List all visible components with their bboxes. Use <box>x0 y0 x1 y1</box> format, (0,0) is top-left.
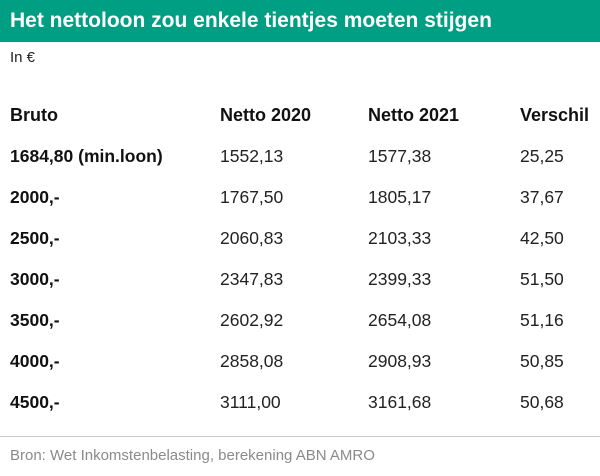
verschil-cell: 51,50 <box>520 269 564 289</box>
verschil-cell: 25,25 <box>520 146 564 166</box>
netto-2020-cell: 2347,83 <box>220 269 284 289</box>
netto-2021-cell: 1577,38 <box>368 146 432 166</box>
netto-2021-cell: 2103,33 <box>368 228 432 248</box>
bruto-cell: 1684,80 (min.loon) <box>10 146 163 166</box>
verschil-cell: 50,68 <box>520 392 564 412</box>
bruto-cell: 4000,- <box>10 351 60 371</box>
bruto-cell: 4500,- <box>10 392 60 412</box>
unit-label: In € <box>10 49 36 66</box>
bruto-cell: 2000,- <box>10 187 60 207</box>
verschil-cell: 50,85 <box>520 351 564 371</box>
netto-2021-cell: 1805,17 <box>368 187 432 207</box>
salary-table: Bruto Netto 2020 Netto 2021 Verschil 168… <box>0 95 600 423</box>
table-row: 2500,- 2060,83 2103,33 42,50 <box>0 218 600 259</box>
column-header-netto-2020: Netto 2020 <box>220 105 312 125</box>
netto-2020-cell: 3111,00 <box>220 392 281 412</box>
table-row: 4000,- 2858,08 2908,93 50,85 <box>0 341 600 382</box>
bruto-cell: 3000,- <box>10 269 60 289</box>
netto-2021-cell: 2654,08 <box>368 310 432 330</box>
netto-2020-cell: 2602,92 <box>220 310 284 330</box>
table-row: 2000,- 1767,50 1805,17 37,67 <box>0 177 600 218</box>
table-row: 3000,- 2347,83 2399,33 51,50 <box>0 259 600 300</box>
chart-title: Het nettoloon zou enkele tientjes moeten… <box>0 0 600 42</box>
netto-2020-cell: 1767,50 <box>220 187 284 207</box>
netto-2020-cell: 2060,83 <box>220 228 284 248</box>
footer-divider <box>0 436 600 437</box>
header-row: Bruto Netto 2020 Netto 2021 Verschil <box>0 95 600 136</box>
netto-2021-cell: 2399,33 <box>368 269 432 289</box>
column-header-netto-2021: Netto 2021 <box>368 105 460 125</box>
table-body: 1684,80 (min.loon) 1552,13 1577,38 25,25 200… <box>0 136 600 423</box>
netto-2021-cell: 3161,68 <box>368 392 432 412</box>
column-header-bruto: Bruto <box>10 105 58 125</box>
column-header-verschil: Verschil <box>520 105 590 125</box>
table-row: 4500,- 3111,00 3161,68 50,68 <box>0 382 600 423</box>
netto-2021-cell: 2908,93 <box>368 351 432 371</box>
verschil-cell: 42,50 <box>520 228 564 248</box>
verschil-cell: 37,67 <box>520 187 564 207</box>
netto-2020-cell: 1552,13 <box>220 146 284 166</box>
netto-2020-cell: 2858,08 <box>220 351 284 371</box>
bruto-cell: 2500,- <box>10 228 60 248</box>
verschil-cell: 51,16 <box>520 310 564 330</box>
bruto-cell: 3500,- <box>10 310 60 330</box>
source-note: Bron: Wet Inkomstenbelasting, berekening… <box>10 447 375 464</box>
table-row: 1684,80 (min.loon) 1552,13 1577,38 25,25 <box>0 136 600 177</box>
table-row: 3500,- 2602,92 2654,08 51,16 <box>0 300 600 341</box>
